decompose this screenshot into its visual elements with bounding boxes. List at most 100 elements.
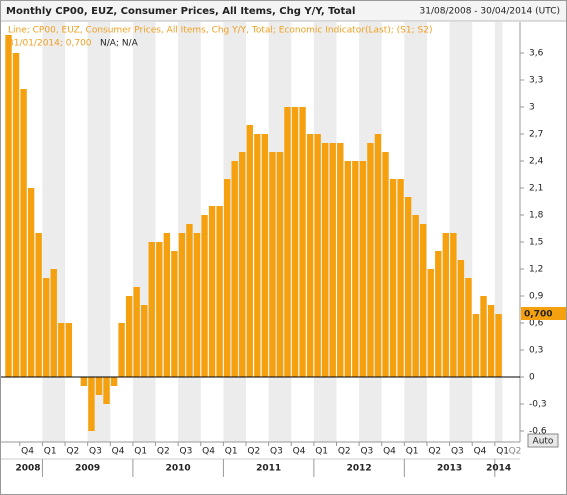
date-range: 31/08/2008 - 30/04/2014 (UTC) [420, 7, 560, 17]
bar [208, 206, 216, 377]
y-tick-label: 2,7 [529, 130, 543, 140]
x-tick-label: Q3 [451, 447, 464, 457]
bar [148, 242, 155, 377]
x-tick-label: Q1 [134, 447, 147, 457]
y-tick-label: 3,3 [529, 76, 543, 86]
year-label: 2011 [256, 464, 281, 474]
bar [231, 161, 238, 377]
x-tick-label: Q4 [202, 447, 215, 457]
bar [201, 215, 208, 377]
y-tick-label: 1,2 [529, 265, 543, 275]
bar [27, 188, 35, 377]
y-tick-label: -0,3 [529, 400, 547, 410]
y-tick-label: 0 [529, 373, 535, 383]
y-tick-label: 1,8 [529, 211, 544, 221]
bar [5, 35, 12, 377]
quarter-band [449, 22, 473, 442]
plot: Q4 Q1 Q2 Q3 Q4 Q1 Q2 Q3 Q4 Q1 Q2 Q3 Q4 Q1 Q2 Q3 Q4 Q1 Q2 Q3… [1, 35, 547, 477]
bar [321, 143, 329, 377]
bar [261, 134, 269, 377]
bar [12, 53, 20, 377]
bar [359, 161, 367, 377]
quarter-band [494, 22, 503, 442]
x-tick-label: Q3 [89, 447, 102, 457]
bar [178, 233, 186, 377]
legend-na: N/A; N/A [100, 39, 139, 49]
last-value-label: 0,700 [524, 310, 552, 320]
bar [186, 224, 193, 377]
x-tick-label: Q2 [509, 447, 522, 457]
bar [193, 233, 201, 377]
bar [299, 107, 306, 377]
year-label: 2009 [75, 464, 100, 474]
year-label: 2008 [15, 464, 40, 474]
y-tick-label: 0,9 [529, 292, 544, 302]
bar [156, 242, 163, 377]
bar [495, 314, 502, 377]
quarter-band [42, 22, 66, 442]
bar [284, 107, 291, 377]
auto-button[interactable] [527, 433, 559, 448]
bar [246, 125, 253, 377]
bar [382, 152, 389, 377]
bar [397, 179, 404, 377]
year-label: 2013 [437, 464, 462, 474]
y-tick-label: 2,4 [529, 157, 544, 167]
bar [291, 107, 299, 377]
bar [103, 377, 110, 404]
year-label: 2010 [166, 464, 191, 474]
bar [487, 305, 495, 377]
bar [276, 152, 284, 377]
bar [223, 179, 231, 377]
bar [88, 377, 95, 431]
x-tick-label: Q4 [293, 447, 306, 457]
y-tick-label: 1,5 [529, 238, 543, 248]
bar [20, 89, 27, 377]
bar [420, 224, 427, 377]
x-tick-label: Q1 [406, 447, 419, 457]
x-tick-label: Q1 [315, 447, 328, 457]
bar [457, 260, 465, 377]
x-tick-label: Q3 [180, 447, 193, 457]
y-tick-label: 0,6 [529, 319, 544, 329]
bar [450, 233, 457, 377]
x-tick-label: Q1 [225, 447, 238, 457]
last-value-box [521, 307, 566, 320]
x-tick-label: Q1 [496, 447, 509, 457]
x-tick-label: Q2 [247, 447, 260, 457]
x-tick-label: Q3 [360, 447, 373, 457]
x-tick-label: Q2 [338, 447, 351, 457]
bar [367, 143, 374, 377]
bar [95, 377, 103, 395]
x-tick-label: Q4 [112, 447, 125, 457]
year-label: 2012 [347, 464, 372, 474]
bar [125, 296, 133, 377]
bar [163, 233, 171, 377]
bar [216, 206, 223, 377]
x-tick-label: Q2 [66, 447, 79, 457]
y-tick-label: 0,3 [529, 346, 543, 356]
bar [427, 269, 434, 377]
bar [374, 134, 382, 377]
year-label: 2014 [486, 464, 511, 474]
y-tick-label: -0,6 [529, 427, 547, 437]
legend-line: Line; CP00, EUZ, Consumer Prices, All It… [8, 26, 432, 36]
bar [65, 323, 73, 377]
bar [239, 152, 246, 377]
x-tick-label: Q2 [157, 447, 170, 457]
bar [171, 251, 178, 377]
x-tick-label: Q1 [44, 447, 57, 457]
bar [35, 233, 42, 377]
y-tick-label: 3,6 [529, 49, 544, 59]
bar [141, 305, 148, 377]
bar [337, 143, 344, 377]
bar [465, 278, 472, 377]
bar [480, 296, 487, 377]
bar [80, 377, 88, 386]
y-tick-label: 3 [529, 103, 535, 113]
x-tick-label: Q4 [474, 447, 487, 457]
bar [306, 134, 314, 377]
quarter-band [132, 22, 156, 442]
auto-button-label[interactable]: Auto [533, 437, 554, 447]
